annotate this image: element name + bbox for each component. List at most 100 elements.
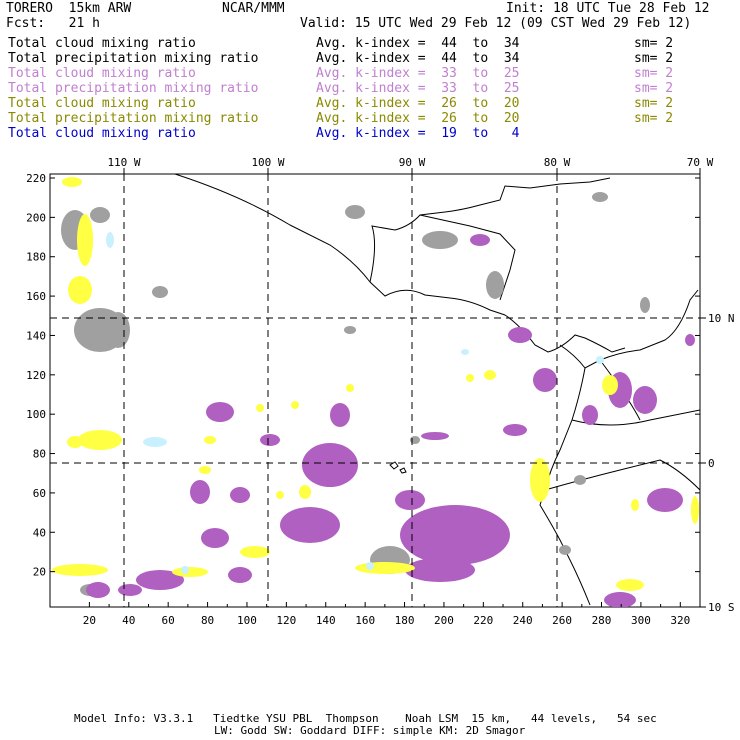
x-tick-label: 220: [473, 614, 493, 627]
cloud-purple: [604, 592, 636, 607]
cloud-purple: [633, 386, 657, 414]
cloud-yellow: [691, 496, 699, 524]
legend-field-3: Total precipitation mixing ratio: [8, 81, 259, 96]
cloud-yellow: [240, 546, 270, 558]
latitude-label: 10 S: [708, 601, 735, 614]
cloud-gray: [90, 207, 110, 223]
cloud-purple: [330, 403, 350, 427]
galapagos: [389, 461, 407, 474]
cloud-gray: [106, 312, 130, 348]
coastline-south-america: [559, 289, 699, 369]
cloud-lightblue: [366, 562, 374, 570]
legend-field-0: Total cloud mixing ratio: [8, 36, 196, 51]
legend-k-3: Avg. k-index = 33 to 25: [316, 81, 520, 96]
cloud-yellow: [204, 436, 216, 444]
cloud-yellow: [78, 430, 122, 450]
y-tick-label: 80: [33, 448, 46, 461]
x-tick-label: 120: [276, 614, 296, 627]
x-tick-label: 240: [513, 614, 533, 627]
y-tick-label: 180: [26, 251, 46, 264]
y-tick-label: 40: [33, 526, 46, 539]
x-tick-label: 140: [316, 614, 336, 627]
y-tick-label: 200: [26, 211, 46, 224]
x-tick-label: 40: [122, 614, 135, 627]
cloud-purple: [228, 567, 252, 583]
cloud-purple: [395, 490, 425, 510]
cloud-yellow: [299, 485, 311, 499]
legend-field-1: Total precipitation mixing ratio: [8, 51, 259, 66]
center-name: NCAR/MMM: [222, 1, 285, 16]
legend-k-5: Avg. k-index = 26 to 20: [316, 111, 520, 126]
x-tick-label: 100: [237, 614, 257, 627]
legend-sm-0: sm= 2: [634, 36, 674, 51]
y-tick-label: 60: [33, 487, 46, 500]
legend-k-4: Avg. k-index = 26 to 20: [316, 96, 520, 111]
cloud-purple: [206, 402, 234, 422]
cloud-purple: [86, 582, 110, 598]
cloud-purple: [421, 432, 449, 440]
x-tick-label: 20: [83, 614, 96, 627]
cloud-purple: [118, 584, 142, 596]
latitude-label: 0: [708, 457, 715, 470]
longitude-label: 100 W: [251, 156, 284, 169]
cloud-gray: [640, 297, 650, 313]
cloud-yellow: [256, 404, 264, 412]
cloud-lightblue: [596, 356, 604, 364]
cloud-lightblue: [106, 232, 114, 248]
cloud-yellow: [355, 562, 415, 574]
x-tick-label: 80: [201, 614, 214, 627]
longitude-label: 70 W: [687, 156, 714, 169]
legend-field-2: Total cloud mixing ratio: [8, 66, 196, 81]
lat-lon-grid: [50, 174, 700, 607]
cloud-gray: [486, 271, 504, 299]
cloud-purple: [685, 334, 695, 346]
cloud-gray: [574, 475, 586, 485]
cloud-yellow: [631, 499, 639, 511]
cloud-purple: [400, 505, 510, 565]
cloud-yellow: [484, 370, 496, 380]
x-tick-label: 320: [670, 614, 690, 627]
cloud-yellow: [346, 384, 354, 392]
legend-sm-5: sm= 2: [634, 111, 674, 126]
y-tick-label: 100: [26, 408, 46, 421]
latitude-label: 10 N: [708, 312, 735, 325]
cloud-purple: [190, 480, 210, 504]
cloud-yellow: [276, 491, 284, 499]
cloud-yellow: [530, 458, 550, 502]
y-tick-label: 20: [33, 566, 46, 579]
cloud-gray: [344, 326, 356, 334]
cloud-gray: [345, 205, 365, 219]
x-tick-label: 60: [162, 614, 175, 627]
cloud-gray: [152, 286, 168, 298]
cloud-gray: [592, 192, 608, 202]
cloud-purple: [533, 368, 557, 392]
cloud-yellow: [172, 567, 208, 577]
footer-model-info: Model Info: V3.3.1 Tiedtke YSU PBL Thomp…: [74, 712, 657, 725]
cloud-purple: [647, 488, 683, 512]
legend-k-2: Avg. k-index = 33 to 25: [316, 66, 520, 81]
cloud-purple: [136, 570, 184, 590]
plot-frame: [49, 173, 701, 608]
forecast-hour: Fcst: 21 h: [6, 16, 100, 31]
cloud-yellow: [62, 177, 82, 187]
x-tick-label: 260: [552, 614, 572, 627]
coastline: [174, 174, 626, 353]
coastline-north: [369, 177, 611, 283]
cloud-lightblue: [461, 349, 469, 355]
cloud-purple: [230, 487, 250, 503]
cloud-yellow: [52, 564, 108, 576]
x-tick-label: 300: [631, 614, 651, 627]
cloud-lightblue: [143, 437, 167, 447]
cloud-purple: [201, 528, 229, 548]
cloud-yellow: [291, 401, 299, 409]
cloud-lightblue: [181, 566, 189, 574]
legend-field-5: Total precipitation mixing ratio: [8, 111, 259, 126]
cloud-purple: [470, 234, 490, 246]
cloud-gray: [559, 545, 571, 555]
legend-sm-3: sm= 2: [634, 81, 674, 96]
x-tick-label: 160: [355, 614, 375, 627]
legend-sm-4: sm= 2: [634, 96, 674, 111]
cloud-purple: [260, 434, 280, 446]
x-tick-label: 180: [395, 614, 415, 627]
